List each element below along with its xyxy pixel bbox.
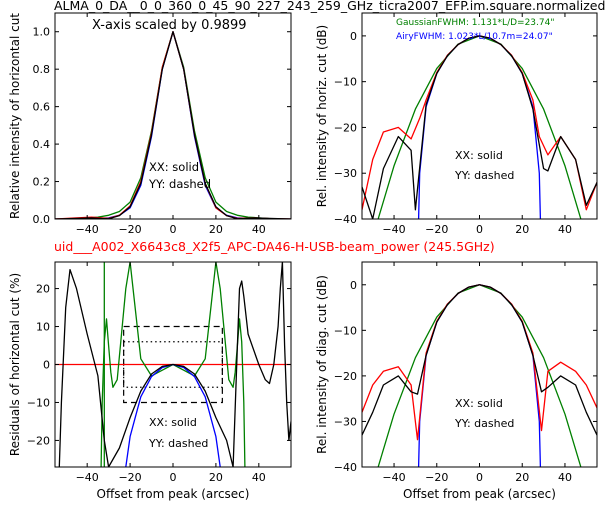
figure-title: ALMA_0_DA__0_0_360_0_45_90_227_243_259_G… — [54, 0, 605, 13]
annotation: XX: solid — [149, 160, 199, 174]
y-axis-label: Rel. intensity of diag. cut (dB) — [315, 275, 329, 454]
y-tick-label: 0.2 — [33, 176, 51, 189]
x-tick-label: 40 — [252, 471, 266, 484]
y-tick-label: 0.6 — [33, 101, 51, 114]
annotation: GaussianFWHM: 1.131*L/D=23.74" — [396, 18, 554, 28]
x-tick-label: 20 — [515, 471, 529, 484]
y-tick-label: 20 — [36, 283, 50, 296]
annotation: YY: dashed — [148, 177, 211, 191]
x-tick-label: −40 — [382, 471, 405, 484]
y-tick-label: 10 — [36, 321, 50, 334]
series-blue-line — [417, 284, 542, 467]
x-tick-label: 40 — [558, 471, 572, 484]
plot-area — [55, 262, 291, 467]
series-black-line — [362, 284, 597, 436]
x-axis-label: Offset from peak (arcsec) — [403, 487, 556, 501]
y-tick-label: −10 — [334, 76, 357, 89]
x-tick-label: −20 — [425, 223, 448, 236]
plot-frame — [361, 12, 598, 220]
x-tick-label: 0 — [476, 471, 483, 484]
plot-area — [362, 284, 597, 467]
annotation: YY: dashed — [148, 437, 208, 450]
y-axis-label: Residuals of horizontal cut (%) — [8, 273, 22, 456]
y-axis-label: Relative intensity of horizontal cut — [8, 13, 22, 219]
x-tick-label: 0 — [476, 223, 483, 236]
x-axis-label: Offset from peak (arcsec) — [97, 487, 250, 501]
x-tick-label: 40 — [252, 223, 266, 236]
x-tick-label: −40 — [76, 471, 99, 484]
x-tick-label: 0 — [170, 471, 177, 484]
y-tick-label: −10 — [334, 324, 357, 337]
y-tick-label: 0.8 — [33, 63, 51, 76]
chart-p3: −40 −20 0 20 40 20 10 0 −10 −20 Residuals of horiz… — [8, 261, 292, 501]
x-tick-label: 20 — [209, 223, 223, 236]
y-tick-label: 0.4 — [33, 138, 51, 151]
x-tick-label: −20 — [118, 471, 141, 484]
y-tick-label: −30 — [334, 167, 357, 180]
chart-p4: −40 −20 0 20 40 0 −10 −20 −30 −40 Rel. intensity o… — [315, 261, 598, 501]
annotation: AiryFWHM: 1.023*L/10.7m=24.07" — [396, 32, 553, 42]
y-tick-label: −30 — [334, 415, 357, 428]
series-red-line — [362, 35, 597, 211]
annotation: X-axis scaled by 0.9899 — [92, 18, 247, 33]
plot-area — [362, 35, 597, 219]
series-blue-line — [417, 35, 542, 219]
x-tick-label: −20 — [425, 471, 448, 484]
x-tick-label: 40 — [558, 223, 572, 236]
x-tick-label: 0 — [170, 223, 177, 236]
chart-p1: −40 −20 0 20 40 0.0 0.2 0.4 0.6 0.8 1.0 Relative in… — [8, 12, 292, 236]
y-tick-label: 1.0 — [33, 26, 51, 39]
plot-frame — [361, 261, 598, 468]
annotation: XX: solid — [455, 149, 503, 162]
chart-p2: −40 −20 0 20 40 0 −10 −20 −30 −40 Rel. intensity o… — [315, 12, 598, 236]
series-black-line — [362, 35, 597, 219]
y-tick-label: 0 — [43, 359, 50, 372]
y-tick-label: −10 — [27, 396, 50, 409]
y-tick-label: −20 — [27, 434, 50, 447]
figure-subtitle: uid___A002_X6643c8_X2f5_APC-DA46-H-USB-b… — [54, 239, 495, 254]
annotation: YY: dashed — [454, 417, 514, 430]
y-tick-label: −40 — [334, 461, 357, 474]
y-tick-label: −20 — [334, 121, 357, 134]
y-tick-label: 0.0 — [33, 213, 51, 226]
y-tick-label: 0 — [350, 30, 357, 43]
y-tick-label: −40 — [334, 213, 357, 226]
y-axis-label: Rel. intensity of horiz. cut (dB) — [315, 25, 329, 207]
y-tick-label: −20 — [334, 370, 357, 383]
annotation: YY: dashed — [454, 169, 514, 182]
x-tick-label: −20 — [118, 223, 141, 236]
series-black-line — [58, 262, 291, 467]
x-tick-label: −40 — [76, 223, 99, 236]
x-tick-label: −40 — [382, 223, 405, 236]
x-tick-label: 20 — [515, 223, 529, 236]
x-tick-label: 20 — [209, 471, 223, 484]
annotation: XX: solid — [455, 397, 503, 410]
annotation: XX: solid — [149, 416, 197, 429]
y-tick-label: 0 — [350, 279, 357, 292]
